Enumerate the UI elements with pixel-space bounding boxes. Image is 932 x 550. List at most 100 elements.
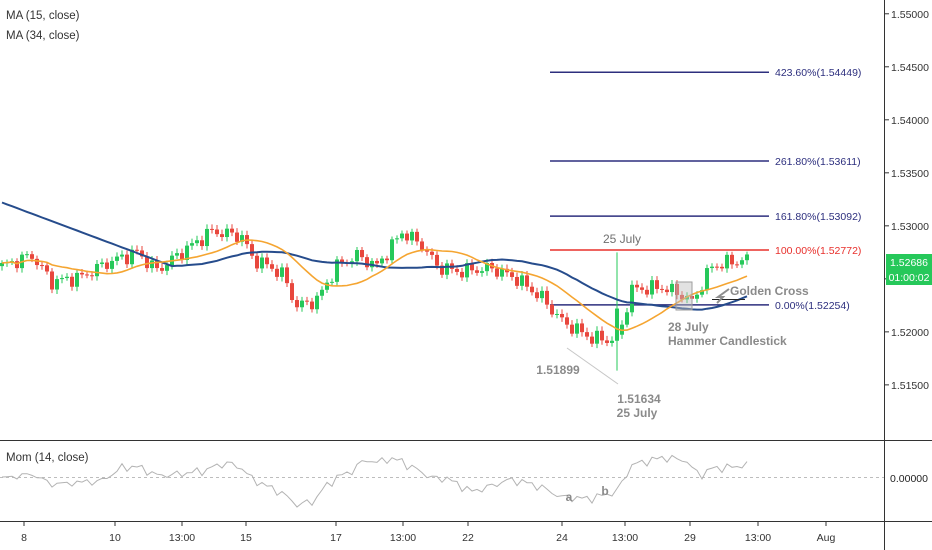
candle-body[interactable] xyxy=(235,232,239,242)
candle-body[interactable] xyxy=(250,244,254,256)
price-axis[interactable]: 1.550001.545001.540001.535001.530001.525… xyxy=(884,9,929,392)
candle-body[interactable] xyxy=(430,251,434,255)
candle-body[interactable] xyxy=(155,260,159,269)
candle-body[interactable] xyxy=(275,268,279,277)
candle-body[interactable] xyxy=(725,254,729,269)
candle-body[interactable] xyxy=(405,233,409,241)
time-axis[interactable]: 8 10 13:00 15 17 13:00 22 24 13:00 29 13:00 Aug xyxy=(21,521,835,544)
candle-body[interactable] xyxy=(285,267,289,284)
candle-body[interactable] xyxy=(110,260,114,269)
candle-body[interactable] xyxy=(90,275,94,277)
candle-body[interactable] xyxy=(670,283,674,293)
candle-body[interactable] xyxy=(555,313,559,315)
candle-body[interactable] xyxy=(340,259,344,263)
candle-body[interactable] xyxy=(325,282,329,290)
candle-body[interactable] xyxy=(25,254,29,256)
candles[interactable] xyxy=(0,224,749,371)
candle-body[interactable] xyxy=(595,330,599,344)
candle-body[interactable] xyxy=(130,249,134,265)
candle-body[interactable] xyxy=(605,340,609,343)
candle-body[interactable] xyxy=(635,284,639,288)
candle-body[interactable] xyxy=(700,290,704,295)
candle-body[interactable] xyxy=(530,286,534,293)
candle-body[interactable] xyxy=(540,290,544,299)
candle-body[interactable] xyxy=(495,268,499,277)
candle-body[interactable] xyxy=(640,287,644,290)
candle-body[interactable] xyxy=(195,240,199,244)
candle-body[interactable] xyxy=(200,240,204,247)
candle-body[interactable] xyxy=(140,250,144,257)
candle-body[interactable] xyxy=(240,235,244,242)
candle-body[interactable] xyxy=(660,288,664,290)
candle-body[interactable] xyxy=(305,300,309,302)
candle-body[interactable] xyxy=(70,276,74,287)
candle-body[interactable] xyxy=(550,304,554,315)
candle-body[interactable] xyxy=(60,278,64,280)
candle-body[interactable] xyxy=(145,256,149,269)
candle-body[interactable] xyxy=(210,228,214,230)
candle-body[interactable] xyxy=(120,254,124,257)
candle-body[interactable] xyxy=(260,257,264,269)
candle-body[interactable] xyxy=(510,272,514,277)
candle-body[interactable] xyxy=(465,263,469,278)
candle-body[interactable] xyxy=(35,258,39,266)
candle-body[interactable] xyxy=(630,284,634,313)
candle-body[interactable] xyxy=(190,243,194,246)
candle-body[interactable] xyxy=(150,260,154,269)
candle-body[interactable] xyxy=(185,245,189,261)
candle-body[interactable] xyxy=(255,255,259,269)
candle-body[interactable] xyxy=(525,275,529,287)
candle-body[interactable] xyxy=(480,271,484,273)
candle-body[interactable] xyxy=(320,289,324,296)
candle-body[interactable] xyxy=(500,268,504,277)
candle-body[interactable] xyxy=(80,272,84,275)
candle-body[interactable] xyxy=(575,323,579,334)
candle-body[interactable] xyxy=(180,253,184,261)
candle-body[interactable] xyxy=(265,257,269,265)
candle-body[interactable] xyxy=(45,265,49,272)
candle-body[interactable] xyxy=(75,272,79,287)
candle-body[interactable] xyxy=(730,254,734,265)
momentum-line[interactable] xyxy=(1,454,748,508)
candle-body[interactable] xyxy=(40,265,44,267)
ma-34-line[interactable] xyxy=(1,201,748,311)
candle-body[interactable] xyxy=(610,340,614,343)
candle-body[interactable] xyxy=(300,300,304,308)
candle-body[interactable] xyxy=(385,258,389,261)
candle-body[interactable] xyxy=(270,264,274,269)
ma-15-line[interactable] xyxy=(1,239,748,332)
candle-body[interactable] xyxy=(360,249,364,258)
candle-body[interactable] xyxy=(0,262,4,267)
candle-body[interactable] xyxy=(135,249,139,251)
candle-body[interactable] xyxy=(615,308,619,341)
candle-body[interactable] xyxy=(85,274,89,276)
candle-body[interactable] xyxy=(655,280,659,289)
candle-body[interactable] xyxy=(680,294,684,300)
candle-body[interactable] xyxy=(460,271,464,278)
candle-body[interactable] xyxy=(225,228,229,238)
candle-body[interactable] xyxy=(435,254,439,266)
candle-body[interactable] xyxy=(625,312,629,325)
candle-body[interactable] xyxy=(315,295,319,310)
candle-body[interactable] xyxy=(125,254,129,265)
candle-body[interactable] xyxy=(705,268,709,291)
ma-fast-legend[interactable]: MA (15, close) xyxy=(6,10,80,22)
candle-body[interactable] xyxy=(580,323,584,333)
candle-body[interactable] xyxy=(440,265,444,275)
candle-body[interactable] xyxy=(745,254,749,261)
momentum-legend[interactable]: Mom (14, close) xyxy=(6,452,89,464)
candle-body[interactable] xyxy=(380,258,384,264)
candle-body[interactable] xyxy=(665,289,669,293)
candle-body[interactable] xyxy=(545,290,549,305)
candle-body[interactable] xyxy=(400,233,404,239)
candle-body[interactable] xyxy=(475,270,479,273)
candle-body[interactable] xyxy=(590,336,594,344)
candle-body[interactable] xyxy=(310,301,314,310)
candle-body[interactable] xyxy=(410,231,414,241)
candle-body[interactable] xyxy=(415,231,419,242)
candle-body[interactable] xyxy=(710,266,714,269)
candle-body[interactable] xyxy=(445,263,449,275)
candle-body[interactable] xyxy=(420,241,424,250)
candle-body[interactable] xyxy=(115,256,119,261)
candle-body[interactable] xyxy=(560,313,564,318)
